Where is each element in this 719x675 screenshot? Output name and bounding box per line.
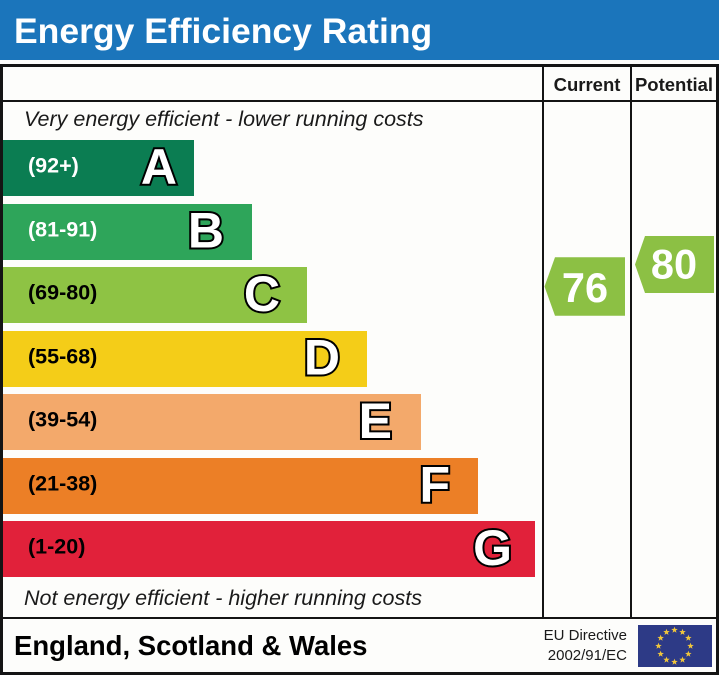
svg-text:80: 80 (651, 241, 697, 288)
svg-text:B: B (188, 203, 224, 259)
svg-text:G: G (473, 520, 512, 576)
svg-text:F: F (419, 457, 450, 513)
svg-text:A: A (141, 139, 177, 195)
svg-text:D: D (304, 330, 340, 386)
svg-text:C: C (244, 266, 280, 322)
svg-text:76: 76 (562, 264, 608, 311)
svg-text:E: E (359, 393, 392, 449)
